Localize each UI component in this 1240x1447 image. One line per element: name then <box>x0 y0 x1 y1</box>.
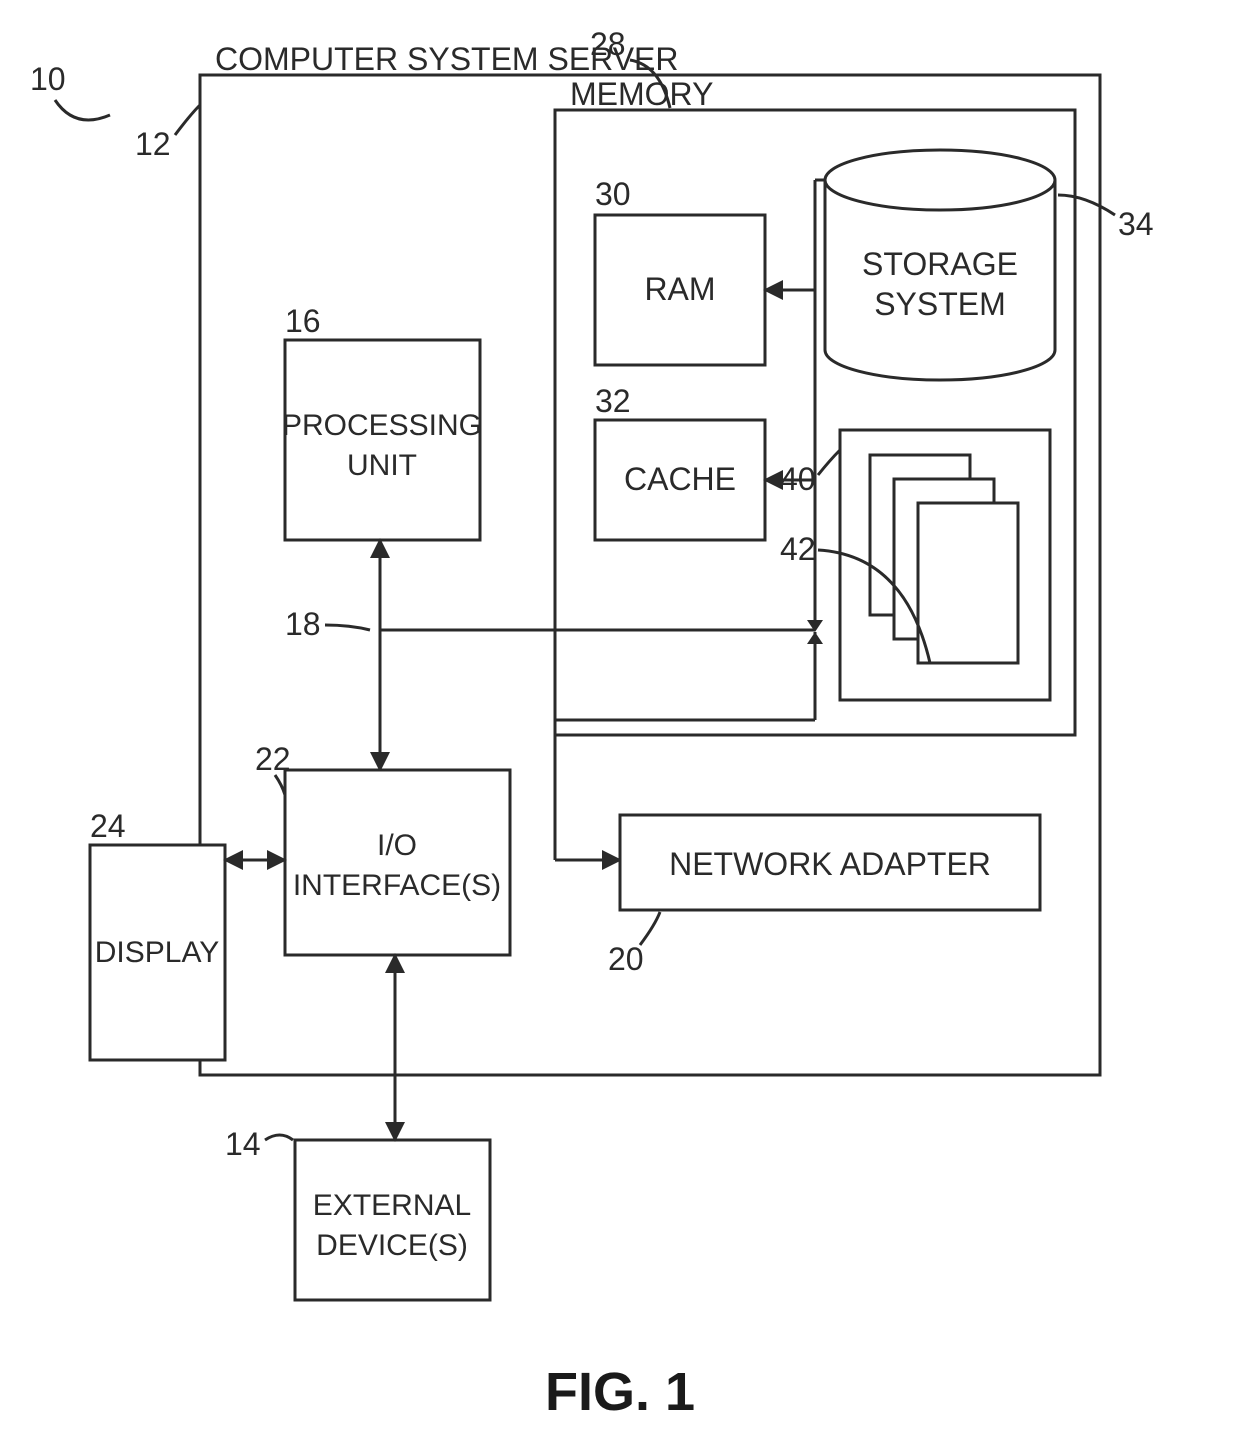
system-ref-10: 10 <box>30 61 110 120</box>
svg-text:INTERFACE(S): INTERFACE(S) <box>293 869 501 902</box>
svg-text:12: 12 <box>135 126 171 162</box>
svg-text:34: 34 <box>1118 206 1154 242</box>
svg-text:24: 24 <box>90 808 126 844</box>
svg-text:I/O: I/O <box>377 829 417 862</box>
svg-text:DISPLAY: DISPLAY <box>95 936 220 969</box>
svg-text:42: 42 <box>780 531 816 567</box>
modules-box: 40 42 <box>780 430 1050 700</box>
processing-unit-box: PROCESSING UNIT 16 <box>282 303 482 540</box>
figure-caption: FIG. 1 <box>545 1362 695 1422</box>
svg-text:30: 30 <box>595 176 631 212</box>
network-adapter-box: NETWORK ADAPTER 20 <box>608 815 1040 977</box>
svg-text:18: 18 <box>285 606 321 642</box>
svg-text:22: 22 <box>255 741 291 777</box>
svg-text:UNIT: UNIT <box>347 449 417 482</box>
svg-text:10: 10 <box>30 61 66 97</box>
svg-text:32: 32 <box>595 383 631 419</box>
display-box: DISPLAY 24 <box>90 808 285 1060</box>
external-devices-box: EXTERNAL DEVICE(S) 14 <box>225 955 490 1300</box>
svg-text:DEVICE(S): DEVICE(S) <box>316 1229 468 1262</box>
svg-text:STORAGE: STORAGE <box>862 246 1018 282</box>
svg-text:20: 20 <box>608 941 644 977</box>
svg-text:RAM: RAM <box>644 271 715 307</box>
svg-text:16: 16 <box>285 303 321 339</box>
svg-text:SYSTEM: SYSTEM <box>874 286 1006 322</box>
svg-text:NETWORK ADAPTER: NETWORK ADAPTER <box>669 846 991 882</box>
io-interfaces-box: I/O INTERFACE(S) 22 <box>255 741 510 955</box>
ram-box: RAM 30 <box>595 176 765 365</box>
svg-text:28: 28 <box>590 26 626 62</box>
svg-text:EXTERNAL: EXTERNAL <box>313 1189 471 1222</box>
svg-text:CACHE: CACHE <box>624 461 736 497</box>
ram-cache-storage-connector <box>765 180 825 644</box>
cache-box: CACHE 32 <box>595 383 765 540</box>
svg-text:MEMORY: MEMORY <box>570 76 713 112</box>
svg-text:PROCESSING: PROCESSING <box>282 409 482 442</box>
storage-cylinder: STORAGE SYSTEM 34 <box>825 150 1154 380</box>
svg-text:14: 14 <box>225 1126 261 1162</box>
